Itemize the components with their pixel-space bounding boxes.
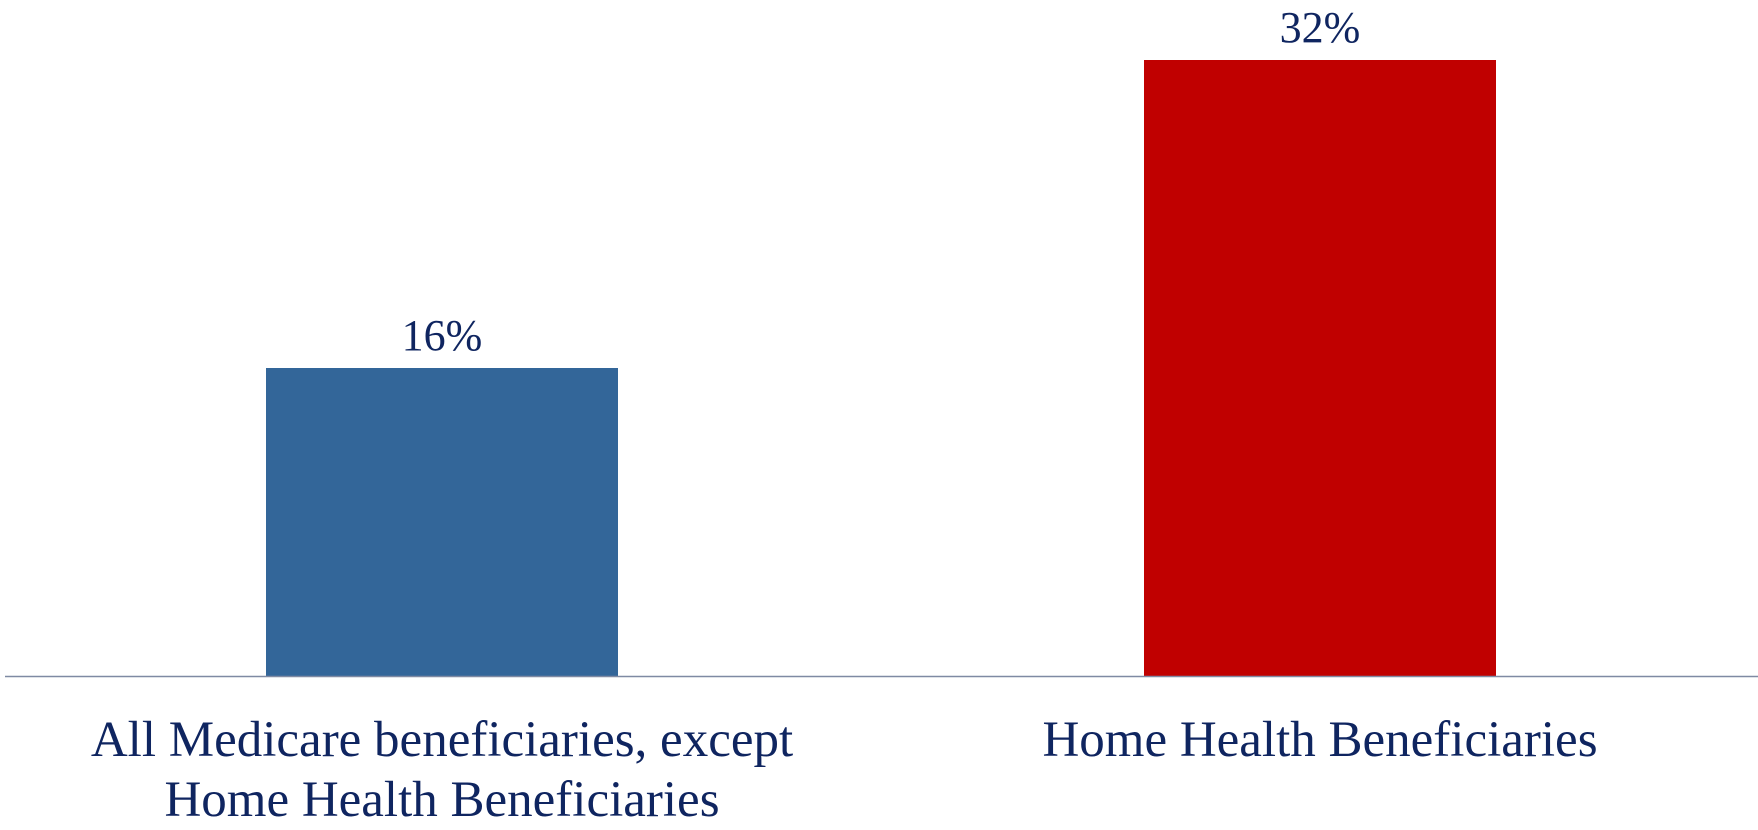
category-label-home-health: Home Health Beneficiaries bbox=[1042, 712, 1598, 768]
data-label-1: 32% bbox=[1280, 3, 1361, 52]
bar-0 bbox=[266, 368, 618, 676]
category-label-all-medicare: All Medicare beneficiaries, except Home … bbox=[90, 712, 794, 828]
data-label-0: 16% bbox=[402, 311, 483, 360]
bar-1 bbox=[1144, 60, 1496, 676]
